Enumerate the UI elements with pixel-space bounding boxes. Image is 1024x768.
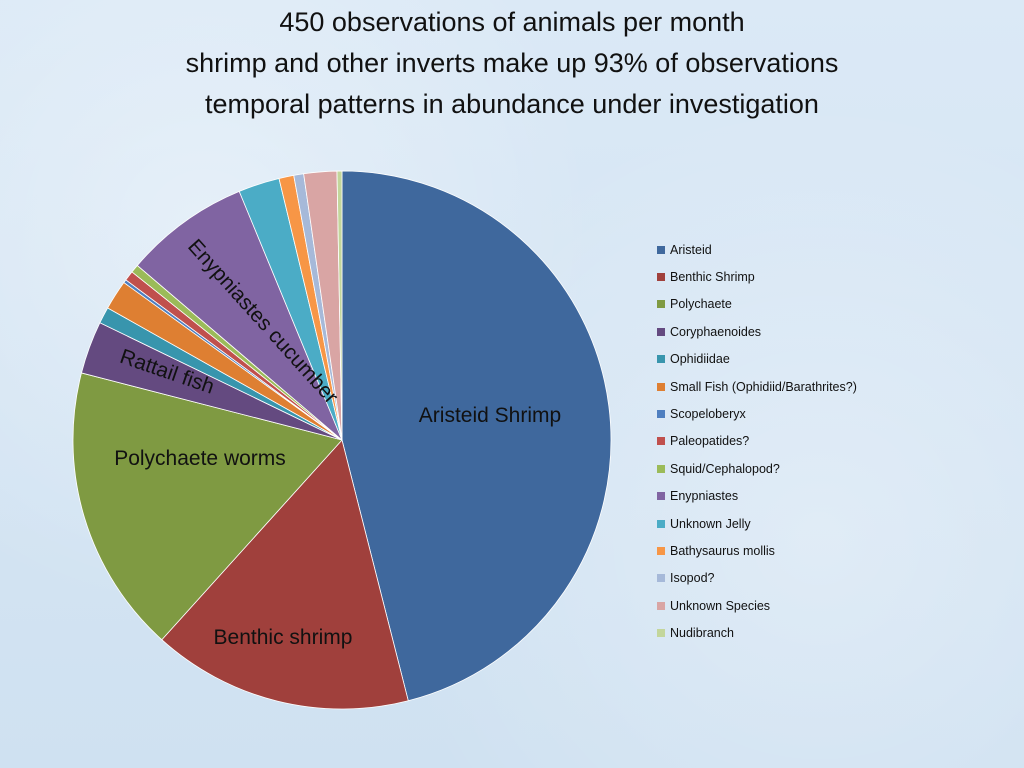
legend-swatch <box>657 410 665 419</box>
legend-swatch <box>657 464 665 473</box>
legend-label: Coryphaenoides <box>670 324 762 339</box>
pie-slice-enypniastes <box>136 190 343 441</box>
legend-swatch <box>657 519 665 528</box>
slice-label-polychaete-worms: Polychaete worms <box>114 447 286 470</box>
legend-label: Polychaete <box>670 297 732 312</box>
legend-label: Benthic Shrimp <box>670 270 755 285</box>
legend-item: Bathysaurus mollis <box>657 537 987 564</box>
legend-swatch <box>657 629 665 638</box>
legend-label: Unknown Species <box>670 598 771 613</box>
legend-label: Scopeloberyx <box>670 407 746 422</box>
slice-label-aristeid-shrimp: Aristeid Shrimp <box>419 404 561 427</box>
pie-slice-polychaete <box>72 372 343 641</box>
title-line-2: shrimp and other inverts make up 93% of … <box>185 48 839 78</box>
legend-item: Unknown Jelly <box>657 510 987 537</box>
title-line-1: 450 observations of animals per month <box>279 7 745 37</box>
legend-label: Squid/Cephalopod? <box>670 461 780 476</box>
legend-item: Small Fish (Ophidiid/Barathrites?) <box>657 373 987 400</box>
chart-legend: Aristeid Benthic Shrimp Polychaete Coryphae… <box>657 236 987 647</box>
legend-swatch <box>657 574 665 583</box>
legend-item: Ophidiidae <box>657 346 987 373</box>
legend-label: Small Fish (Ophidiid/Barathrites?) <box>670 379 857 394</box>
legend-swatch <box>657 245 665 254</box>
slice-label-benthic-shrimp: Benthic shrimp <box>214 626 353 649</box>
legend-item: Squid/Cephalopod? <box>657 455 987 482</box>
legend-swatch <box>657 273 665 282</box>
pie-slice-aristeid <box>341 170 612 702</box>
legend-item: Unknown Species <box>657 592 987 619</box>
legend-swatch <box>657 601 665 610</box>
legend-item: Benthic Shrimp <box>657 263 987 290</box>
legend-item: Coryphaenoides <box>657 318 987 345</box>
legend-label: Bathysaurus mollis <box>670 543 775 558</box>
legend-item: Enypniastes <box>657 483 987 510</box>
legend-swatch <box>657 355 665 364</box>
legend-item: Nudibranch <box>657 619 987 646</box>
legend-item: Polychaete <box>657 291 987 318</box>
legend-item: Paleopatides? <box>657 428 987 455</box>
legend-label: Paleopatides? <box>670 434 750 449</box>
legend-label: Ophidiidae <box>670 352 730 367</box>
legend-label: Isopod? <box>670 571 715 586</box>
title-line-3: temporal patterns in abundance under inv… <box>205 89 819 119</box>
legend-item: Scopeloberyx <box>657 400 987 427</box>
legend-label: Aristeid <box>670 242 712 257</box>
pie-slice-benthic-shrimp <box>161 439 409 710</box>
legend-label: Enypniastes <box>670 489 739 504</box>
legend-swatch <box>657 382 665 391</box>
legend-item: Aristeid <box>657 236 987 263</box>
legend-swatch <box>657 492 665 501</box>
chart-title: 450 observations of animals per month sh… <box>0 2 1024 125</box>
pie-slices <box>72 170 612 710</box>
legend-swatch <box>657 546 665 555</box>
legend-label: Nudibranch <box>670 626 734 641</box>
legend-label: Unknown Jelly <box>670 516 751 531</box>
legend-swatch <box>657 437 665 446</box>
legend-item: Isopod? <box>657 565 987 592</box>
pie-slice-nudibranch <box>336 170 343 441</box>
legend-swatch <box>657 300 665 309</box>
legend-swatch <box>657 327 665 336</box>
